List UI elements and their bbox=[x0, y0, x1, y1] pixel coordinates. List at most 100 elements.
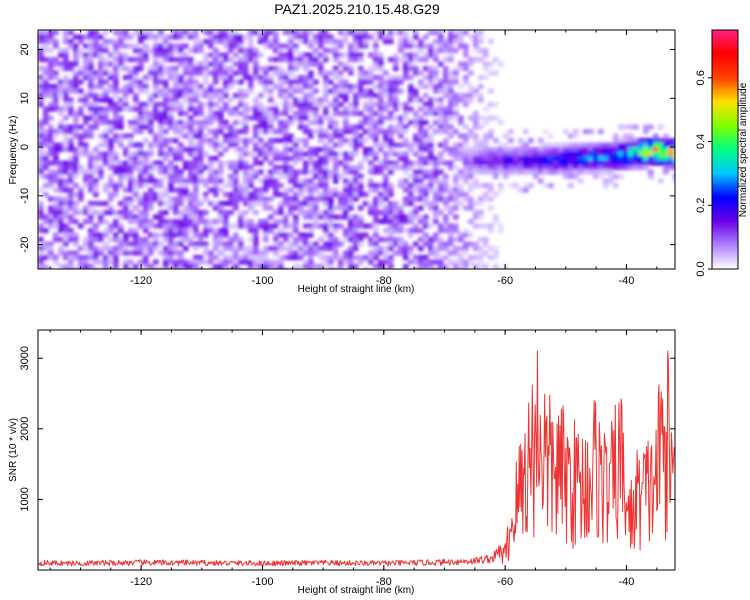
heatmap-cell bbox=[53, 205, 59, 211]
heatmap-cell bbox=[468, 61, 474, 67]
heatmap-cell bbox=[478, 48, 484, 54]
heatmap-cell bbox=[348, 264, 354, 269]
heatmap-cell bbox=[623, 147, 629, 153]
heatmap-cell bbox=[208, 43, 214, 49]
heatmap-cell bbox=[188, 66, 194, 72]
heatmap-cell bbox=[158, 147, 164, 153]
heatmap-cell bbox=[263, 183, 269, 189]
heatmap-cell bbox=[268, 223, 274, 229]
heatmap-cell bbox=[108, 97, 114, 103]
heatmap-cell bbox=[213, 255, 219, 261]
heatmap-cell bbox=[53, 160, 59, 166]
heatmap-cell bbox=[418, 129, 424, 135]
heatmap-cell bbox=[83, 61, 89, 67]
heatmap-cell bbox=[78, 147, 84, 153]
heatmap-cell bbox=[198, 70, 204, 76]
heatmap-cell bbox=[88, 214, 94, 220]
heatmap-cell bbox=[563, 169, 569, 175]
heatmap-cell bbox=[263, 75, 269, 81]
heatmap-cell bbox=[173, 79, 179, 85]
heatmap-cell bbox=[388, 165, 394, 171]
heatmap-cell bbox=[38, 187, 44, 193]
heatmap-cell bbox=[188, 223, 194, 229]
heatmap-cell bbox=[388, 142, 394, 148]
heatmap-cell bbox=[218, 39, 224, 45]
heatmap-cell bbox=[478, 196, 484, 202]
heatmap-cell bbox=[323, 156, 329, 162]
heatmap-cell bbox=[298, 30, 304, 36]
heatmap-cell bbox=[438, 169, 444, 175]
heatmap-cell bbox=[498, 61, 504, 67]
heatmap-cell bbox=[608, 160, 614, 166]
heatmap-cell bbox=[673, 147, 675, 153]
heatmap-cell bbox=[238, 43, 244, 49]
heatmap-cell bbox=[48, 138, 54, 144]
heatmap-cell bbox=[208, 223, 214, 229]
heatmap-cell bbox=[323, 129, 329, 135]
heatmap-cell bbox=[258, 169, 264, 175]
heatmap-cell bbox=[63, 106, 69, 112]
heatmap-cell bbox=[288, 138, 294, 144]
heatmap-cell bbox=[133, 102, 139, 108]
heatmap-cell bbox=[53, 196, 59, 202]
heatmap-cell bbox=[308, 241, 314, 247]
heatmap-cell bbox=[453, 237, 459, 243]
heatmap-cell bbox=[248, 165, 254, 171]
heatmap-cell bbox=[418, 205, 424, 211]
heatmap-cell bbox=[303, 142, 309, 148]
heatmap-cell bbox=[493, 264, 499, 269]
heatmap-cell bbox=[668, 142, 674, 148]
heatmap-cell bbox=[153, 39, 159, 45]
heatmap-cell bbox=[378, 93, 384, 99]
heatmap-cell bbox=[108, 120, 114, 126]
heatmap-cell bbox=[93, 201, 99, 207]
heatmap-cell bbox=[48, 48, 54, 54]
heatmap-cell bbox=[353, 106, 359, 112]
heatmap-cell bbox=[53, 223, 59, 229]
heatmap-cell bbox=[178, 52, 184, 58]
heatmap-cell bbox=[463, 165, 469, 171]
heatmap-cell bbox=[453, 201, 459, 207]
heatmap-cell bbox=[163, 174, 169, 180]
heatmap-cell bbox=[248, 106, 254, 112]
heatmap-cell bbox=[293, 160, 299, 166]
heatmap-cell bbox=[373, 48, 379, 54]
heatmap-cell bbox=[203, 66, 209, 72]
heatmap-cell bbox=[253, 160, 259, 166]
heatmap-cell bbox=[223, 124, 229, 130]
heatmap-cell bbox=[248, 219, 254, 225]
heatmap-cell bbox=[73, 48, 79, 54]
heatmap-cell bbox=[323, 93, 329, 99]
heatmap-cell bbox=[228, 39, 234, 45]
heatmap-cell bbox=[168, 228, 174, 234]
heatmap-cell bbox=[403, 228, 409, 234]
heatmap-cell bbox=[143, 156, 149, 162]
heatmap-cell bbox=[558, 151, 564, 157]
heatmap-cell bbox=[583, 129, 589, 135]
heatmap-cell bbox=[188, 237, 194, 243]
heatmap-cell bbox=[133, 106, 139, 112]
heatmap-cell bbox=[93, 75, 99, 81]
heatmap-cell bbox=[383, 160, 389, 166]
heatmap-cell bbox=[198, 124, 204, 130]
heatmap-cell bbox=[108, 259, 114, 265]
heatmap-cell bbox=[293, 147, 299, 153]
heatmap-cell bbox=[43, 39, 49, 45]
heatmap-cell bbox=[308, 84, 314, 90]
heatmap-cell bbox=[283, 255, 289, 261]
heatmap-cell bbox=[138, 259, 144, 265]
heatmap-cell bbox=[488, 165, 494, 171]
heatmap-cell bbox=[268, 246, 274, 252]
heatmap-cell bbox=[208, 169, 214, 175]
heatmap-cell bbox=[138, 57, 144, 63]
heatmap-cell bbox=[578, 147, 584, 153]
heatmap-cell bbox=[243, 259, 249, 265]
heatmap-cell bbox=[308, 201, 314, 207]
heatmap-cell bbox=[283, 174, 289, 180]
heatmap-cell bbox=[293, 115, 299, 121]
heatmap-cell bbox=[373, 210, 379, 216]
heatmap-cell bbox=[203, 223, 209, 229]
heatmap-cell bbox=[168, 165, 174, 171]
heatmap-cell bbox=[168, 97, 174, 103]
heatmap-cell bbox=[178, 88, 184, 94]
